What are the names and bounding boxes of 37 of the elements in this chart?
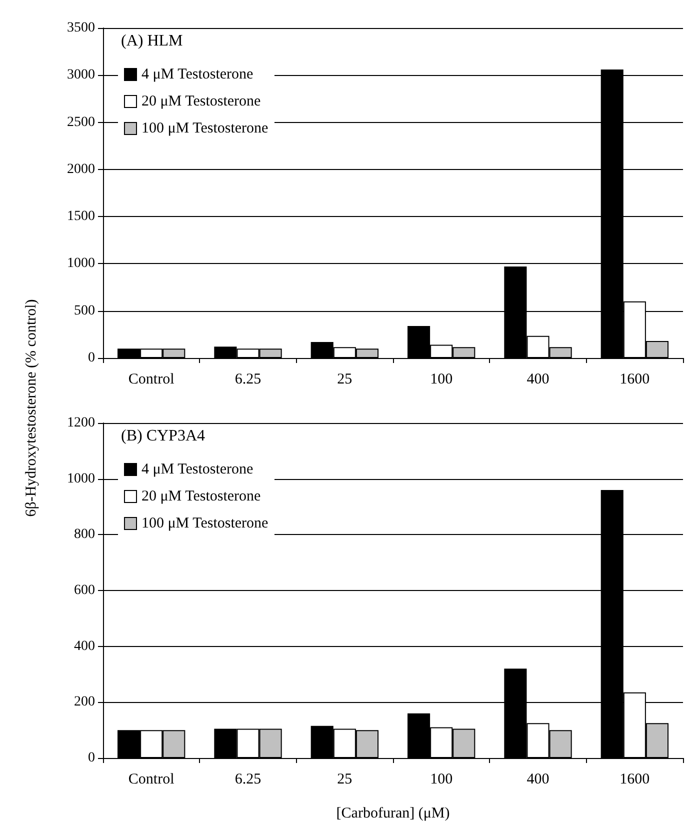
legend-label: 4 μM Testosterone (142, 462, 254, 478)
y-tick-label: 800 (74, 527, 95, 542)
legend-label: 100 μM Testosterone (142, 516, 269, 532)
y-tick-label: 200 (74, 694, 95, 710)
y-tick-label: 2500 (67, 114, 95, 130)
x-tick-label: 400 (526, 772, 550, 788)
y-tick-label: 0 (88, 750, 95, 766)
y-tick-label: 3000 (67, 68, 95, 83)
y-tick-label: 2000 (67, 162, 95, 177)
x-tick-label: 400 (526, 372, 550, 388)
x-tick-label: 25 (337, 772, 352, 788)
legend-label: 20 μM Testosterone (142, 488, 262, 504)
x-tick-label: 100 (430, 372, 453, 388)
y-tick-label: 0 (88, 350, 95, 366)
x-tick-label: 6.25 (234, 772, 262, 788)
legend-label: 20 μM Testosterone (142, 94, 262, 110)
x-tick-label: Control (128, 372, 174, 388)
x-tick-label: 1600 (620, 372, 650, 388)
x-tick-label: 6.25 (234, 372, 262, 388)
y-tick-label: 3500 (67, 20, 95, 36)
x-tick-label: Control (128, 772, 174, 788)
x-tick-label: 1600 (620, 772, 650, 788)
y-tick-label: 1000 (67, 471, 95, 486)
chart-title: (A) HLM (121, 32, 183, 50)
y-tick-label: 600 (74, 583, 95, 598)
legend-label: 100 μM Testosterone (142, 120, 269, 136)
x-tick-label: 100 (430, 772, 453, 788)
y-tick-label: 400 (74, 638, 95, 654)
y-tick-label: 1500 (67, 209, 95, 224)
x-tick-label: 25 (337, 372, 352, 388)
y-tick-label: 1200 (67, 416, 95, 430)
x-axis-title: [Carbofuran] (μM) (336, 806, 450, 822)
legend-label: 4 μM Testosterone (142, 66, 254, 82)
y-tick-label: 1000 (67, 256, 95, 272)
y-axis-title: 6β-Hydroxytestosterone (% control) (24, 299, 40, 517)
y-tick-label: 500 (74, 303, 95, 318)
chart-title: (B) CYP3A4 (121, 428, 206, 444)
